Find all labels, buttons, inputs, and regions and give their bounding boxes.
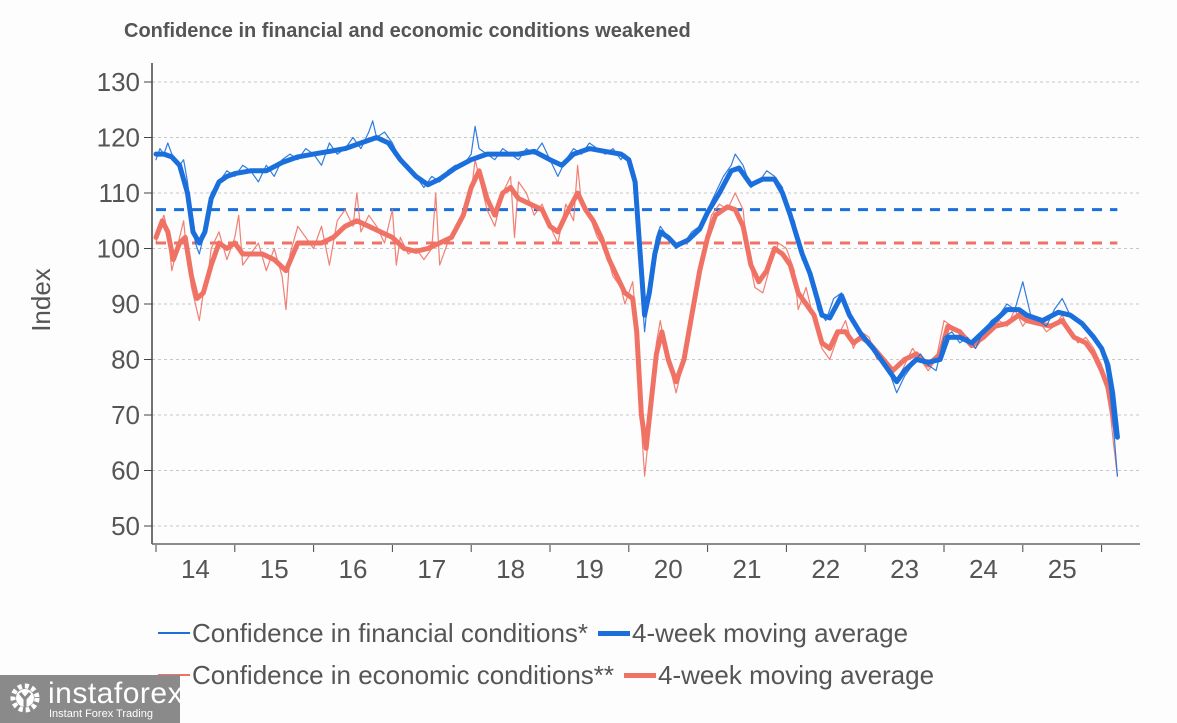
x-tick-label: 23 bbox=[890, 554, 919, 584]
y-tick-label: 80 bbox=[111, 345, 140, 375]
series-financial-raw bbox=[155, 120, 1118, 477]
y-tick-label: 100 bbox=[97, 234, 140, 264]
x-tick-label: 19 bbox=[575, 554, 604, 584]
legend-label-financial: Confidence in financial conditions* bbox=[192, 617, 589, 648]
x-tick-label: 17 bbox=[417, 554, 446, 584]
y-tick-label: 50 bbox=[111, 511, 140, 541]
legend-swatch-economic-ma bbox=[624, 672, 657, 678]
x-tick-label: 22 bbox=[811, 554, 840, 584]
legend: Confidence in financial conditions* 4-we… bbox=[158, 612, 934, 696]
y-tick-label: 130 bbox=[97, 67, 140, 97]
x-tick-label: 14 bbox=[181, 554, 210, 584]
x-tick-label: 18 bbox=[496, 554, 525, 584]
x-tick-label: 21 bbox=[733, 554, 762, 584]
x-tick-label: 15 bbox=[260, 554, 289, 584]
watermark-tagline: Instant Forex Trading bbox=[49, 708, 153, 720]
series-lines bbox=[153, 120, 1120, 477]
legend-label-financial-ma: 4-week moving average bbox=[632, 617, 909, 648]
average-lines bbox=[156, 208, 1118, 245]
x-tick-label: 24 bbox=[969, 554, 998, 584]
legend-row-financial: Confidence in financial conditions* 4-we… bbox=[158, 612, 934, 654]
y-tick-label: 60 bbox=[111, 456, 140, 486]
y-tick-label: 110 bbox=[99, 178, 140, 208]
x-tick-label: 16 bbox=[339, 554, 368, 584]
axes: 50 60 70 80 90 100 110 120 130 14 15 16 17 18 19 20 21 22… bbox=[97, 63, 1140, 584]
legend-row-economic: Confidence in economic conditions** 4-we… bbox=[158, 654, 934, 696]
legend-swatch-financial bbox=[158, 632, 190, 634]
chart-title: Confidence in financial and economic con… bbox=[124, 20, 691, 42]
y-tick-label: 120 bbox=[97, 123, 140, 153]
watermark-brand: instaforex bbox=[48, 677, 184, 710]
y-tick-label: 70 bbox=[111, 400, 140, 430]
gear-icon bbox=[10, 683, 40, 713]
x-tick-label: 25 bbox=[1048, 554, 1077, 584]
legend-label-economic-ma: 4-week moving average bbox=[658, 659, 935, 690]
series-financial-ma bbox=[153, 135, 1120, 440]
y-axis-label: Index bbox=[26, 268, 56, 332]
x-tick-label: 20 bbox=[654, 554, 683, 584]
legend-label-economic: Confidence in economic conditions** bbox=[192, 659, 615, 690]
y-tick-label: 90 bbox=[111, 289, 140, 319]
legend-swatch-financial-ma bbox=[598, 630, 631, 636]
series-economic-raw bbox=[155, 159, 1118, 477]
watermark-logo: instaforex Instant Forex Trading bbox=[0, 675, 184, 723]
